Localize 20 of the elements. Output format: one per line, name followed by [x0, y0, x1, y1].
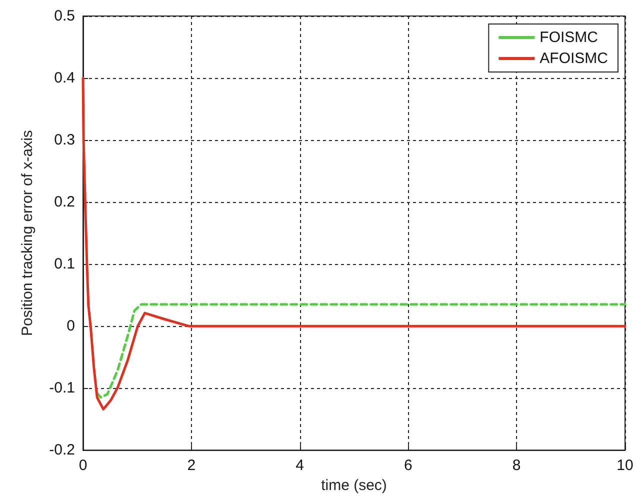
y-tick-label: 0.2 [54, 194, 75, 211]
legend-label: AFOISMC [540, 50, 608, 67]
y-tick-label: -0.1 [49, 380, 75, 397]
y-axis-title: Position tracking error of x-axis [19, 130, 36, 336]
x-tick-label: 4 [296, 457, 304, 474]
y-tick-label: -0.2 [49, 442, 75, 459]
x-tick-label: 2 [187, 457, 196, 474]
y-tick-label: 0 [66, 318, 75, 335]
x-tick-label: 8 [512, 457, 521, 474]
y-tick-label: 0.3 [54, 132, 75, 149]
legend-label: FOISMC [540, 29, 598, 46]
line-series [82, 76, 626, 410]
x-axis-title: time (sec) [321, 477, 387, 494]
x-tick-label: 0 [78, 457, 88, 474]
y-tick-label: 0.5 [54, 8, 75, 24]
x-tick-label: 6 [404, 457, 412, 474]
line-series [96, 303, 626, 399]
y-tick-label: 0.4 [54, 70, 75, 87]
x-tick-label: 10 [616, 457, 634, 474]
y-tick-label: 0.1 [54, 256, 75, 273]
